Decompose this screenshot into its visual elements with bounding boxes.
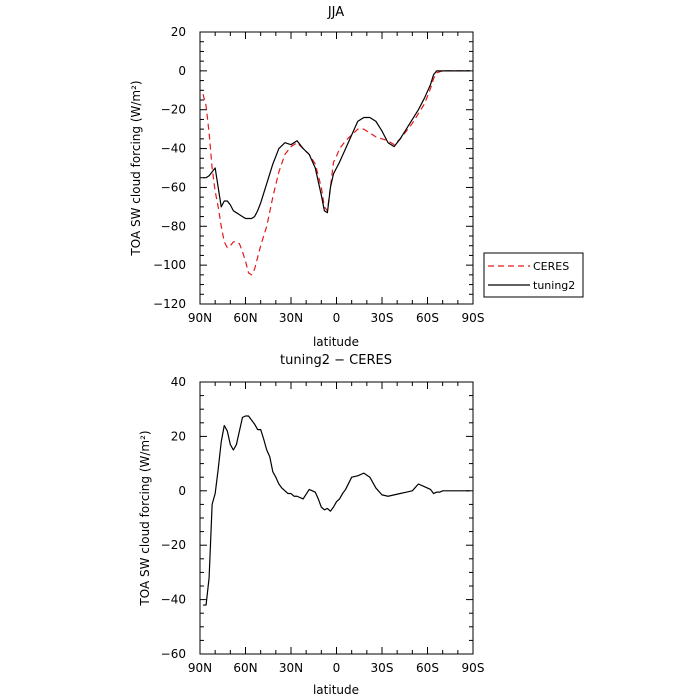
bottom-chart-ytick-label: 0 bbox=[178, 484, 186, 498]
bottom-chart-ytick-label: 40 bbox=[171, 375, 186, 389]
top-chart-series-line-ceres bbox=[202, 70, 470, 276]
bottom-chart-series bbox=[203, 415, 470, 606]
top-chart-xtick-label: 30N bbox=[279, 311, 303, 325]
bottom-chart-title: tuning2 − CERES bbox=[280, 353, 392, 368]
top-chart-ytick-label: −20 bbox=[161, 103, 186, 117]
top-chart-ticks: 90N 60N 30N 0 30S 60S 90S 20 0 −20 −40 −60 −80 −100 −1… bbox=[153, 25, 484, 325]
top-chart-ytick-label: −120 bbox=[153, 297, 186, 311]
top-chart-ytick-label: −60 bbox=[161, 180, 186, 194]
legend-label-ceres: CERES bbox=[533, 260, 569, 273]
bottom-chart-ylabel: TOA SW cloud forcing (W/m²) bbox=[138, 430, 152, 606]
top-chart-title: JJA bbox=[327, 5, 344, 20]
top-chart-ytick-label: −80 bbox=[161, 219, 186, 233]
top-chart-series bbox=[202, 70, 470, 276]
bottom-chart-xtick-label: 60S bbox=[416, 661, 439, 675]
bottom-chart-xtick-label: 30S bbox=[371, 661, 394, 675]
bottom-chart-xtick-label: 30N bbox=[279, 661, 303, 675]
top-chart-frame bbox=[199, 31, 474, 305]
bottom-chart-xtick-label: 90S bbox=[462, 661, 485, 675]
top-chart-xtick-label: 30S bbox=[371, 311, 394, 325]
legend: CERES tuning2 bbox=[483, 252, 584, 298]
bottom-chart-xlabel: latitude bbox=[313, 683, 359, 697]
bottom-chart-ytick-label: −40 bbox=[161, 593, 186, 607]
top-chart-ylabel: TOA SW cloud forcing (W/m²) bbox=[129, 80, 143, 256]
top-chart-panel: JJA 90N 60N 30N 0 30S 60S 90S 20 0 −20 −40 −60 −80 −1… bbox=[129, 5, 484, 349]
bottom-chart-ytick-label: −60 bbox=[161, 647, 186, 661]
top-chart-ytick-label: 0 bbox=[178, 64, 186, 78]
top-chart-xtick-label: 0 bbox=[333, 311, 341, 325]
top-chart-ytick-label: 20 bbox=[171, 25, 186, 39]
bottom-chart-xtick-label: 0 bbox=[333, 661, 341, 675]
legend-box bbox=[483, 252, 584, 298]
top-chart-xtick-label: 60N bbox=[233, 311, 257, 325]
top-chart-xtick-label: 90S bbox=[462, 311, 485, 325]
legend-label-tuning2: tuning2 bbox=[533, 279, 575, 292]
bottom-chart-ytick-label: 20 bbox=[171, 429, 186, 443]
top-chart-xtick-label: 90N bbox=[188, 311, 212, 325]
top-chart-xlabel: latitude bbox=[313, 335, 359, 349]
top-chart-ytick-label: −100 bbox=[153, 258, 186, 272]
bottom-chart-frame bbox=[199, 381, 474, 655]
top-chart-series-line-tuning2 bbox=[203, 70, 470, 220]
bottom-chart-panel: tuning2 − CERES 90N 60N 30N 0 30S 60S 90S 40 20 0… bbox=[138, 353, 484, 697]
bottom-chart-ytick-label: −20 bbox=[161, 538, 186, 552]
bottom-chart-ticks: 90N 60N 30N 0 30S 60S 90S 40 20 0 −20 −40 −60 bbox=[161, 375, 485, 675]
bottom-chart-xtick-label: 90N bbox=[188, 661, 212, 675]
bottom-chart-xtick-label: 60N bbox=[233, 661, 257, 675]
bottom-chart-series-line-series-0 bbox=[203, 415, 470, 606]
top-chart-xtick-label: 60S bbox=[416, 311, 439, 325]
top-chart-ytick-label: −40 bbox=[161, 142, 186, 156]
